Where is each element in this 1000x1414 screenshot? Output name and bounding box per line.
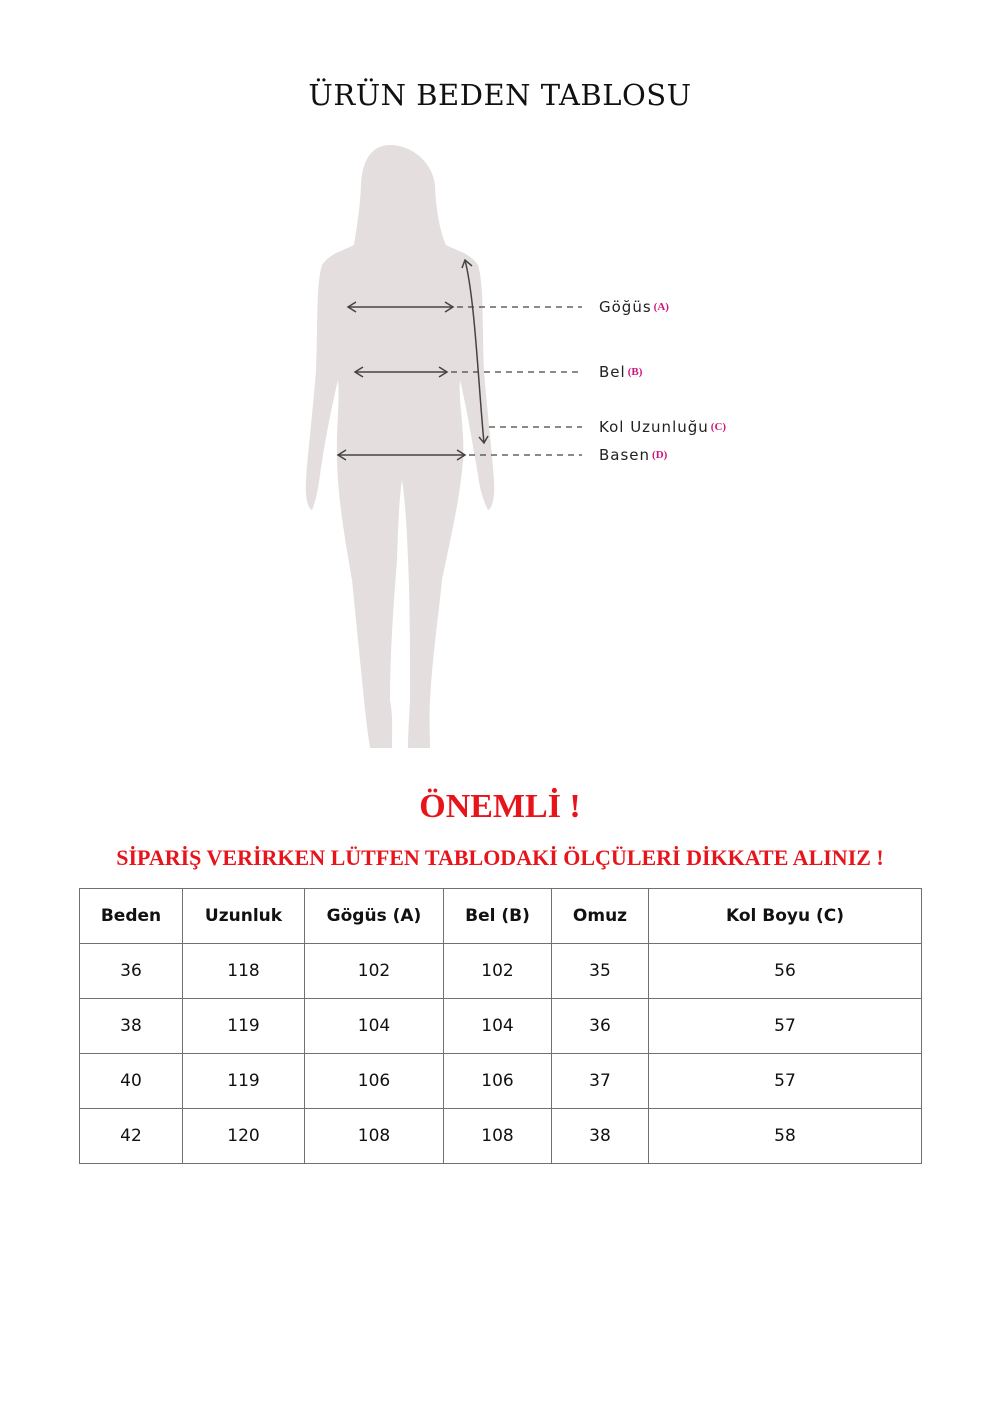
table-cell: 57 bbox=[648, 998, 922, 1054]
table-cell: 120 bbox=[182, 1108, 305, 1164]
table-cell: 42 bbox=[79, 1108, 183, 1164]
label-sleeve-length: Kol Uzunluğu (C) bbox=[599, 418, 726, 436]
label-text: Göğüs bbox=[599, 298, 652, 316]
header-cell: Bel (B) bbox=[443, 888, 552, 944]
table-cell: 102 bbox=[304, 943, 444, 999]
label-waist: Bel (B) bbox=[599, 363, 642, 381]
label-code: (A) bbox=[653, 301, 669, 313]
table-cell: 58 bbox=[648, 1108, 922, 1164]
table-cell: 36 bbox=[79, 943, 183, 999]
table-cell: 40 bbox=[79, 1053, 183, 1109]
table-cell: 106 bbox=[304, 1053, 444, 1109]
table-cell: 119 bbox=[182, 1053, 305, 1109]
header-cell: Gögüs (A) bbox=[304, 888, 444, 944]
table-cell: 104 bbox=[443, 998, 552, 1054]
table-header-row: Beden Uzunluk Gögüs (A) Bel (B) Omuz Kol… bbox=[79, 888, 922, 944]
table-cell: 104 bbox=[304, 998, 444, 1054]
header-cell: Omuz bbox=[551, 888, 649, 944]
table-row: 38 119 104 104 36 57 bbox=[79, 998, 922, 1054]
body-measurement-figure bbox=[305, 145, 582, 748]
page-title: ÜRÜN BEDEN TABLOSU bbox=[308, 78, 692, 112]
label-text: Bel bbox=[599, 363, 626, 381]
header-cell: Beden bbox=[79, 888, 183, 944]
table-row: 36 118 102 102 35 56 bbox=[79, 943, 922, 999]
label-text: Kol Uzunluğu bbox=[599, 418, 709, 436]
label-chest: Göğüs (A) bbox=[599, 298, 669, 316]
table-row: 42 120 108 108 38 58 bbox=[79, 1108, 922, 1164]
label-code: (B) bbox=[627, 366, 643, 378]
measurement-arrows bbox=[336, 258, 489, 461]
table-cell: 118 bbox=[182, 943, 305, 999]
label-text: Basen bbox=[599, 446, 651, 464]
header-cell: Uzunluk bbox=[182, 888, 305, 944]
table-cell: 108 bbox=[443, 1108, 552, 1164]
table-cell: 106 bbox=[443, 1053, 552, 1109]
table-cell: 57 bbox=[648, 1053, 922, 1109]
table-cell: 108 bbox=[304, 1108, 444, 1164]
header-cell: Kol Boyu (C) bbox=[648, 888, 922, 944]
size-table: Beden Uzunluk Gögüs (A) Bel (B) Omuz Kol… bbox=[79, 888, 922, 1164]
important-heading: ÖNEMLİ ! bbox=[419, 788, 581, 825]
table-cell: 119 bbox=[182, 998, 305, 1054]
table-cell: 38 bbox=[551, 1108, 649, 1164]
table-cell: 35 bbox=[551, 943, 649, 999]
warning-text: SİPARİŞ VERİRKEN LÜTFEN TABLODAKİ ÖLÇÜLE… bbox=[116, 845, 884, 870]
table-cell: 37 bbox=[551, 1053, 649, 1109]
label-code: (D) bbox=[652, 449, 668, 461]
dashed-leaders bbox=[451, 306, 582, 456]
table-cell: 56 bbox=[648, 943, 922, 999]
table-cell: 102 bbox=[443, 943, 552, 999]
silhouette bbox=[305, 145, 495, 748]
table-row: 40 119 106 106 37 57 bbox=[79, 1053, 922, 1109]
table-cell: 38 bbox=[79, 998, 183, 1054]
table-cell: 36 bbox=[551, 998, 649, 1054]
label-code: (C) bbox=[710, 421, 727, 433]
label-hip: Basen (D) bbox=[599, 446, 667, 464]
